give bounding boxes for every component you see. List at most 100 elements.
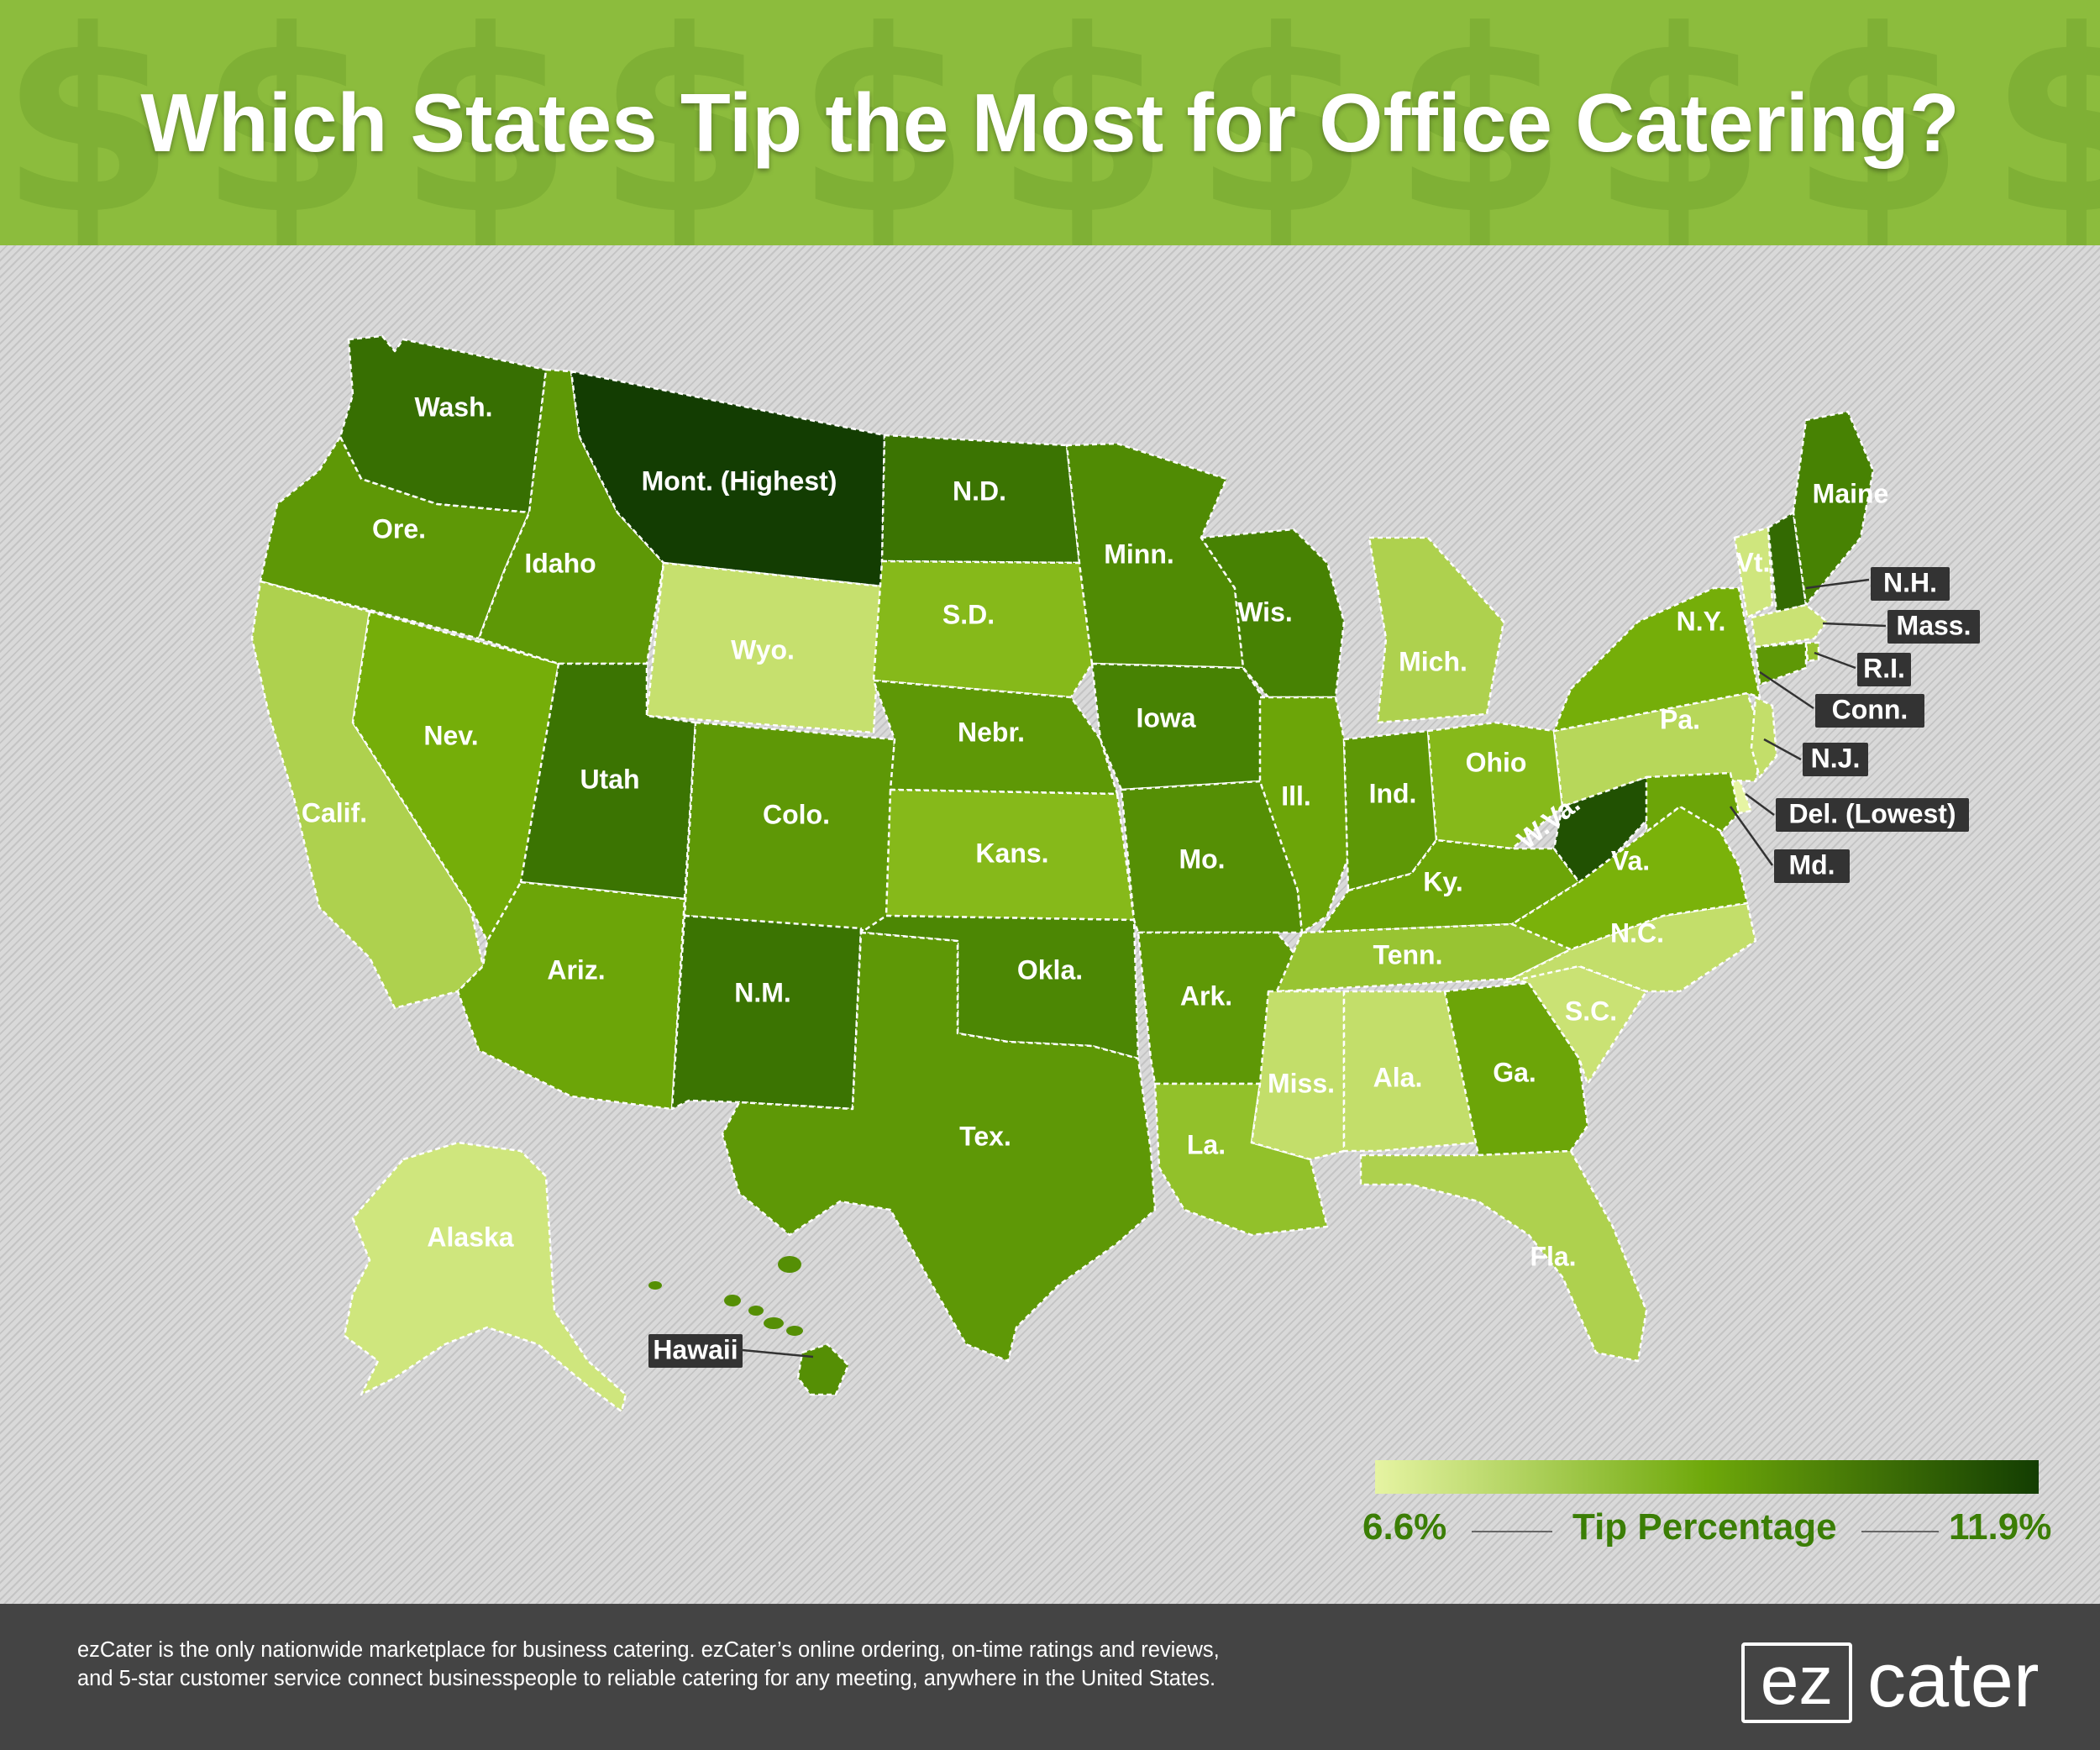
state-label-oh: Ohio bbox=[1466, 747, 1527, 777]
island-hawaii bbox=[724, 1295, 741, 1306]
state-label-co: Colo. bbox=[763, 799, 830, 829]
legend-max-label: 11.9% bbox=[1949, 1506, 2052, 1548]
state-label-vt: Vt. bbox=[1736, 547, 1771, 577]
state-nm[interactable] bbox=[670, 914, 863, 1111]
state-tag-text: Del. (Lowest) bbox=[1788, 798, 1956, 828]
state-vt[interactable] bbox=[1733, 526, 1774, 619]
state-tag-nj[interactable]: N.J. bbox=[1803, 743, 1868, 776]
state-il[interactable] bbox=[1258, 696, 1350, 934]
state-md[interactable] bbox=[1645, 771, 1740, 833]
state-label-ms: Miss. bbox=[1268, 1068, 1335, 1098]
leader-line bbox=[1805, 578, 1870, 590]
state-tag-md[interactable]: Md. bbox=[1774, 849, 1850, 883]
state-label-ne: Nebr. bbox=[958, 717, 1025, 747]
state-label-az: Ariz. bbox=[547, 954, 605, 985]
state-ma[interactable] bbox=[1750, 603, 1829, 649]
state-label-nd: N.D. bbox=[953, 476, 1006, 506]
legend-title: Tip Percentage bbox=[1572, 1506, 1837, 1548]
leader-line bbox=[1745, 792, 1775, 817]
island-hawaii bbox=[764, 1317, 784, 1329]
island-hawaii bbox=[778, 1256, 801, 1273]
state-nc[interactable] bbox=[1502, 901, 1757, 993]
state-tag-text: Md. bbox=[1788, 849, 1835, 880]
state-al[interactable] bbox=[1342, 990, 1480, 1153]
state-label-or: Ore. bbox=[372, 513, 426, 544]
state-label-mn: Minn. bbox=[1104, 539, 1174, 569]
leader-line bbox=[742, 1348, 814, 1358]
state-nj[interactable] bbox=[1750, 696, 1778, 779]
state-tag-ma[interactable]: Mass. bbox=[1887, 610, 1980, 644]
state-label-nc: N.C. bbox=[1610, 917, 1664, 948]
state-label-tn: Tenn. bbox=[1373, 939, 1443, 970]
state-label-wy: Wyo. bbox=[731, 634, 795, 665]
island-hawaii bbox=[786, 1326, 803, 1336]
legend-min-label: 6.6% bbox=[1362, 1506, 1447, 1548]
island-hawaii bbox=[748, 1306, 764, 1316]
state-la[interactable] bbox=[1153, 1082, 1329, 1237]
state-label-la: La. bbox=[1187, 1129, 1226, 1159]
footer: ezCater is the only nationwide marketpla… bbox=[0, 1604, 2100, 1750]
state-label-pa: Pa. bbox=[1660, 704, 1700, 734]
state-mi[interactable] bbox=[1368, 536, 1505, 724]
state-label-ca: Calif. bbox=[302, 797, 367, 828]
state-tag-de[interactable]: Del. (Lowest) bbox=[1776, 798, 1969, 832]
state-sd[interactable] bbox=[872, 560, 1094, 699]
state-label-ks: Kans. bbox=[975, 838, 1048, 868]
state-label-nv: Nev. bbox=[423, 720, 478, 750]
state-az[interactable] bbox=[456, 880, 686, 1111]
state-tag-text: R.I. bbox=[1863, 653, 1905, 683]
header-banner: $$$$$$$$$$$$$$$$$ Which States Tip the M… bbox=[0, 0, 2100, 245]
state-tag-ct[interactable]: Conn. bbox=[1815, 694, 1924, 728]
state-label-me: Maine bbox=[1813, 478, 1889, 508]
leader-line bbox=[1759, 670, 1814, 710]
state-tag-text: N.J. bbox=[1811, 743, 1861, 773]
state-label-ia: Iowa bbox=[1136, 702, 1195, 733]
state-ak[interactable] bbox=[343, 1141, 627, 1413]
state-label-fl: Fla. bbox=[1530, 1241, 1576, 1271]
state-ri[interactable] bbox=[1804, 641, 1820, 663]
state-label-ky: Ky. bbox=[1423, 866, 1462, 896]
state-label-id: Idaho bbox=[524, 548, 596, 578]
logo-ez-box: ez bbox=[1741, 1642, 1852, 1723]
footer-blurb: ezCater is the only nationwide marketpla… bbox=[77, 1638, 1220, 1690]
legend-divider bbox=[1861, 1531, 1939, 1532]
state-ny[interactable] bbox=[1552, 586, 1761, 733]
leader-line bbox=[1822, 622, 1887, 628]
state-tag-text: Conn. bbox=[1832, 694, 1908, 724]
state-tx[interactable] bbox=[721, 931, 1157, 1363]
state-label-va: Va. bbox=[1611, 845, 1650, 875]
state-tag-text: Mass. bbox=[1897, 610, 1971, 640]
state-wy[interactable] bbox=[645, 561, 884, 734]
state-ca[interactable] bbox=[250, 580, 485, 1010]
state-label-ga: Ga. bbox=[1493, 1057, 1536, 1087]
state-tag-ri[interactable]: R.I. bbox=[1857, 653, 1911, 686]
legend-color-bar bbox=[1375, 1460, 2039, 1494]
logo-cater-text: cater bbox=[1867, 1637, 2040, 1723]
state-hi[interactable] bbox=[796, 1343, 850, 1396]
leader-line bbox=[1729, 806, 1774, 866]
state-tag-hi[interactable]: Hawaii bbox=[648, 1334, 743, 1368]
dollar-pattern-icon: $$$$$$$$$$$$$$$$$ bbox=[0, 0, 2100, 245]
state-label-al: Ala. bbox=[1373, 1062, 1423, 1092]
leader-line bbox=[1814, 651, 1856, 670]
state-label-mo: Mo. bbox=[1179, 843, 1225, 874]
state-label-il: Ill. bbox=[1281, 780, 1311, 811]
state-tag-text: N.H. bbox=[1883, 567, 1937, 597]
state-de[interactable] bbox=[1729, 780, 1753, 815]
state-fl[interactable] bbox=[1359, 1149, 1648, 1363]
state-label-ar: Ark. bbox=[1180, 980, 1232, 1011]
state-label-mi: Mich. bbox=[1399, 646, 1467, 676]
state-label-ny: N.Y. bbox=[1677, 606, 1726, 636]
state-label-wi: Wis. bbox=[1237, 596, 1293, 627]
us-map: Wash. Ore. Calif. Nev. Idaho Mont. (Highest) W… bbox=[0, 245, 2100, 1604]
state-label-sd: S.D. bbox=[942, 599, 995, 629]
leader-line bbox=[1763, 738, 1802, 761]
state-label-ak: Alaska bbox=[427, 1222, 513, 1252]
state-ct[interactable] bbox=[1754, 641, 1808, 686]
state-label-in: Ind. bbox=[1369, 778, 1417, 808]
state-label-tx: Tex. bbox=[959, 1121, 1011, 1151]
state-label-wa: Wash. bbox=[414, 392, 492, 422]
state-tag-nh[interactable]: N.H. bbox=[1871, 567, 1950, 601]
state-co[interactable] bbox=[683, 721, 896, 934]
state-nd[interactable] bbox=[880, 434, 1081, 565]
